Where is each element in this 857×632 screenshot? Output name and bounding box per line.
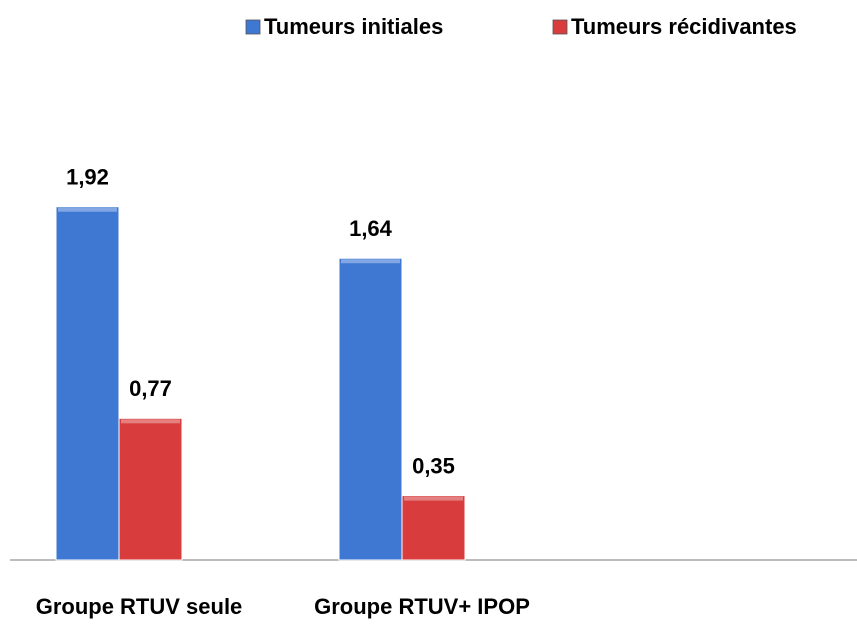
bar-highlight	[341, 259, 400, 264]
x-tick-label: Groupe RTUV+ IPOP	[314, 594, 530, 619]
bar	[401, 495, 466, 561]
value-label: 0,35	[412, 453, 455, 478]
bar-highlight	[121, 419, 180, 424]
bar	[338, 257, 403, 561]
bar-highlight	[58, 207, 117, 212]
bar	[55, 206, 120, 561]
value-label: 1,92	[66, 165, 109, 190]
legend-label: Tumeurs initiales	[264, 14, 443, 39]
legend-swatch	[245, 19, 261, 35]
value-label: 1,64	[349, 216, 393, 241]
legend-label: Tumeurs récidivantes	[571, 14, 797, 39]
bar	[118, 417, 183, 561]
legend-swatch	[552, 19, 568, 35]
x-tick-label: Groupe RTUV seule	[36, 594, 243, 619]
bar-highlight	[404, 496, 463, 501]
value-label: 0,77	[129, 376, 172, 401]
